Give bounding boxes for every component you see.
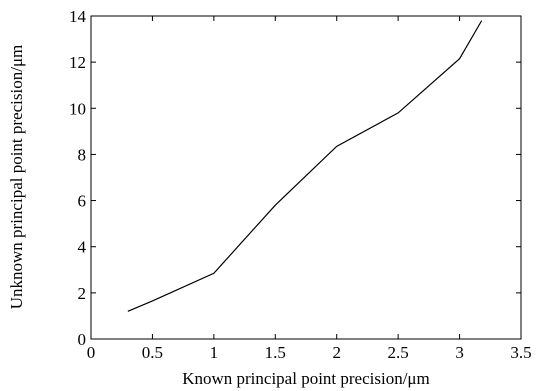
- y-tick-label: 14: [69, 7, 87, 26]
- y-axis-label: Unknown principal point precision/μm: [7, 45, 26, 310]
- y-tick-label: 10: [69, 99, 86, 118]
- y-tick-label: 8: [78, 145, 87, 164]
- x-tick-label: 1: [210, 343, 219, 362]
- y-tick-label: 6: [78, 192, 87, 211]
- y-axis: 0 2 4 6 8 10 12 14: [69, 7, 521, 349]
- plot-frame: [90, 15, 522, 340]
- x-axis: 0 0.5 1 1.5 2 2.5 3 3.5: [87, 16, 532, 362]
- x-tick-label: 3.5: [510, 343, 531, 362]
- x-tick-label: 3: [455, 343, 464, 362]
- x-tick-label: 2.5: [388, 343, 409, 362]
- series-layer: [127, 20, 483, 312]
- y-tick-label: 0: [78, 330, 87, 349]
- x-tick-label: 0.5: [142, 343, 163, 362]
- x-tick-label: 2: [332, 343, 341, 362]
- y-tick-label: 12: [69, 53, 86, 72]
- x-tick-label: 0: [87, 343, 96, 362]
- y-tick-label: 2: [78, 284, 87, 303]
- series-line: [127, 20, 483, 312]
- x-tick-label: 1.5: [265, 343, 286, 362]
- y-tick-label: 4: [78, 238, 87, 257]
- x-axis-label: Known principal point precision/μm: [182, 369, 430, 388]
